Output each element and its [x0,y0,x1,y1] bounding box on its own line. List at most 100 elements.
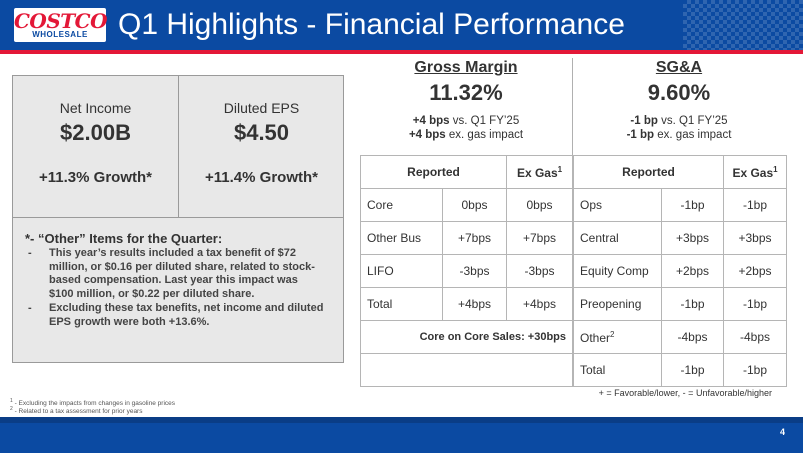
gm-ex-gas-header: Ex Gas1 [506,155,574,189]
reported-cell: +2bps [660,254,725,288]
gross-margin-title: Gross Margin [414,59,518,76]
notes-item: - Excluding these tax benefits, net inco… [25,302,325,329]
row-label: Core [360,188,443,222]
reported-cell: +3bps [660,221,725,255]
gm-line2-bold: +4 bps [408,129,446,141]
table-row: Equity Comp +2bps +2bps [573,254,788,288]
footnote-1: 1 - Excluding the impacts from changes i… [10,398,175,407]
row-label: Preopening [573,287,662,321]
kpi-panel: Net Income $2.00B +11.3% Growth* Diluted… [12,75,344,363]
header-accent-line [0,50,803,54]
sga-line2-rest: ex. gas impact [654,129,732,141]
row-label: LIFO [360,254,443,288]
footer-accent [0,417,803,423]
sga-line1-bold: -1 bp [630,115,658,127]
gm-line1-bold: +4 bps [412,115,450,127]
diluted-eps-value: $4.50 [233,120,290,145]
gm-line1-rest: vs. Q1 FY’25 [449,115,520,127]
gross-margin-vs-prior: +4 bps vs. Q1 FY’25 [360,114,572,128]
row-label: Ops [573,188,662,222]
notes-title: *- “Other” Items for the Quarter: [25,231,223,246]
table-header-row: Reported Ex Gas1 [572,155,788,189]
ex-gas-cell: -4bps [723,320,788,354]
notes-dash: - [28,302,32,314]
ex-gas-cell: -1bp [723,188,788,222]
slide-title: Q1 Highlights - Financial Performance [118,8,625,41]
costco-logo: COSTCO WHOLESALE [14,8,108,42]
footnote-1-sup: 1 [10,398,13,404]
ex-gas-cell: +7bps [506,221,574,255]
gross-margin-summary: Gross Margin 11.32% +4 bps vs. Q1 FY’25 … [360,58,572,142]
reported-cell: +4bps [441,287,508,321]
slide-footer: 4 [0,417,803,453]
row-label: Equity Comp [573,254,662,288]
ex-gas-cell: -1bp [723,287,788,321]
row-label-text: Other [580,330,611,345]
row-label: Central [573,221,662,255]
sga-ex-gas-label: Ex Gas [732,165,774,180]
gross-margin-ex-gas: +4 bps ex. gas impact [360,128,572,142]
favorability-legend: + = Favorable/lower, - = Unfavorable/hig… [598,388,772,398]
footnote-1-text: - Excluding the impacts from changes in … [12,400,175,408]
footnote-2-sup: 2 [10,406,13,412]
diluted-eps-growth: +11.4% Growth* [205,169,318,186]
ex-gas-cell: +2bps [723,254,788,288]
notes-item-text: Excluding these tax benefits, net income… [49,302,324,328]
header-pattern [683,0,803,50]
other-sup: 2 [610,329,615,339]
core-on-core-sales: Core on Core Sales: +30bps [359,320,574,354]
logo-sub-text: WHOLESALE [32,30,88,39]
reported-cell: +7bps [441,221,508,255]
table-row: Preopening -1bp -1bp [573,287,788,321]
ex-gas-cell: +4bps [506,287,574,321]
notes-item-text: This year’s results included a tax benef… [49,247,315,300]
table-row: Central +3bps +3bps [573,221,788,255]
sga-value: 9.60% [647,80,711,105]
table-row: Core on Core Sales: +30bps [359,320,574,354]
logo-main-text: COSTCO [14,9,108,33]
row-label: Total [360,287,443,321]
sga-ex-gas: -1 bp ex. gas impact [573,128,785,142]
reported-cell: -4bps [660,320,725,354]
reported-cell: -1bp [660,353,725,387]
reported-cell: -1bp [660,188,725,222]
diluted-eps-card: Diluted EPS $4.50 +11.4% Growth* [179,76,344,218]
gm-reported-header: Reported [359,155,508,189]
notes-dash: - [28,247,32,259]
table-header-row: Reported Ex Gas1 [359,155,574,189]
net-income-card: Net Income $2.00B +11.3% Growth* [13,76,179,218]
sga-ex-gas-sup: 1 [773,164,778,174]
table-row: Other Bus +7bps +7bps [360,221,574,255]
reported-cell: -1bp [660,287,725,321]
reported-cell: -3bps [441,254,508,288]
gm-ex-gas-label: Ex Gas [516,165,558,180]
sga-line1-rest: vs. Q1 FY’25 [657,115,728,127]
table-row: Ops -1bp -1bp [573,188,788,222]
gross-margin-value: 11.32% [429,80,503,105]
ex-gas-cell: -3bps [506,254,574,288]
table-row: Other2 -4bps -4bps [573,320,788,354]
net-income-label: Net Income [59,100,132,116]
empty-cell [359,353,574,387]
slide-header: COSTCO WHOLESALE Q1 Highlights - Financi… [0,0,803,50]
sga-ex-gas-header: Ex Gas1 [723,155,788,189]
page-number: 4 [779,427,785,437]
net-income-value: $2.00B [60,120,131,145]
row-label: Other2 [573,320,662,354]
notes-item: - This year’s results included a tax ben… [25,247,325,301]
footnote-2: 2 - Related to a tax assessment for prio… [10,406,142,415]
metric-divider [572,58,573,155]
footnote-2-text: - Related to a tax assessment for prior … [12,408,143,416]
diluted-eps-label: Diluted EPS [223,100,300,116]
ex-gas-cell: -1bp [723,353,788,387]
table-row: Total -1bp -1bp [573,353,788,387]
sga-reported-header: Reported [572,155,725,189]
row-label: Other Bus [360,221,443,255]
sga-line2-bold: -1 bp [626,129,655,141]
sga-table: Reported Ex Gas1 Ops -1bp -1bp Central +… [572,155,788,387]
reported-cell: 0bps [441,188,508,222]
table-row [359,353,574,387]
table-row: Core 0bps 0bps [360,188,574,222]
ex-gas-cell: +3bps [723,221,788,255]
row-label: Total [573,353,662,387]
